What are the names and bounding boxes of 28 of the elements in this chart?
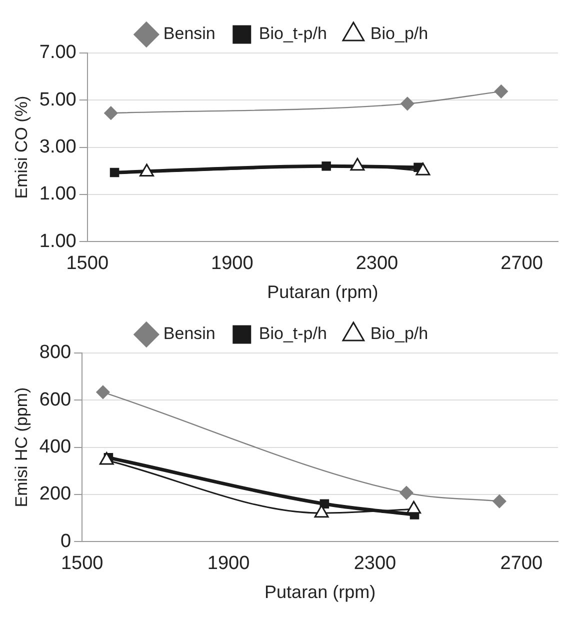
y-tick-label: 3.00 bbox=[39, 136, 76, 158]
y-tick-label: 600 bbox=[39, 389, 72, 410]
x-axis-title: Putaran (rpm) bbox=[267, 282, 378, 302]
x-tick-label: 2300 bbox=[354, 553, 396, 574]
y-tick-label: 800 bbox=[39, 342, 72, 364]
y-tick-label: 400 bbox=[39, 436, 72, 458]
y-axis-title: Emisi CO (%) bbox=[12, 96, 31, 199]
legend-label: Bensin bbox=[163, 24, 216, 44]
legend-label: Bio_p/h bbox=[370, 24, 428, 44]
x-tick-label: 2300 bbox=[356, 253, 398, 274]
x-tick-label: 2700 bbox=[500, 553, 543, 574]
x-tick-label: 2700 bbox=[500, 253, 543, 274]
x-tick-label: 1900 bbox=[207, 553, 250, 574]
y-tick-label: 200 bbox=[39, 484, 72, 505]
x-tick-label: 1500 bbox=[66, 253, 109, 274]
legend-label: Bio_p/h bbox=[370, 324, 428, 344]
legend-label: Bio_t-p/h bbox=[258, 24, 327, 44]
legend-label: Bensin bbox=[163, 324, 216, 344]
y-tick-label: 0 bbox=[60, 530, 72, 552]
legend-label: Bio_t-p/h bbox=[258, 324, 327, 344]
x-axis-title: Putaran (rpm) bbox=[264, 582, 376, 602]
y-tick-label: 1.00 bbox=[39, 230, 76, 252]
x-tick-label: 1500 bbox=[60, 553, 104, 574]
y-axis-title: Emisi HC (ppm) bbox=[12, 387, 31, 508]
y-tick-label: 5.00 bbox=[39, 89, 76, 110]
y-tick-label: 1.00 bbox=[39, 184, 76, 205]
y-tick-label: 7.00 bbox=[39, 42, 76, 64]
x-tick-label: 1900 bbox=[211, 253, 254, 274]
